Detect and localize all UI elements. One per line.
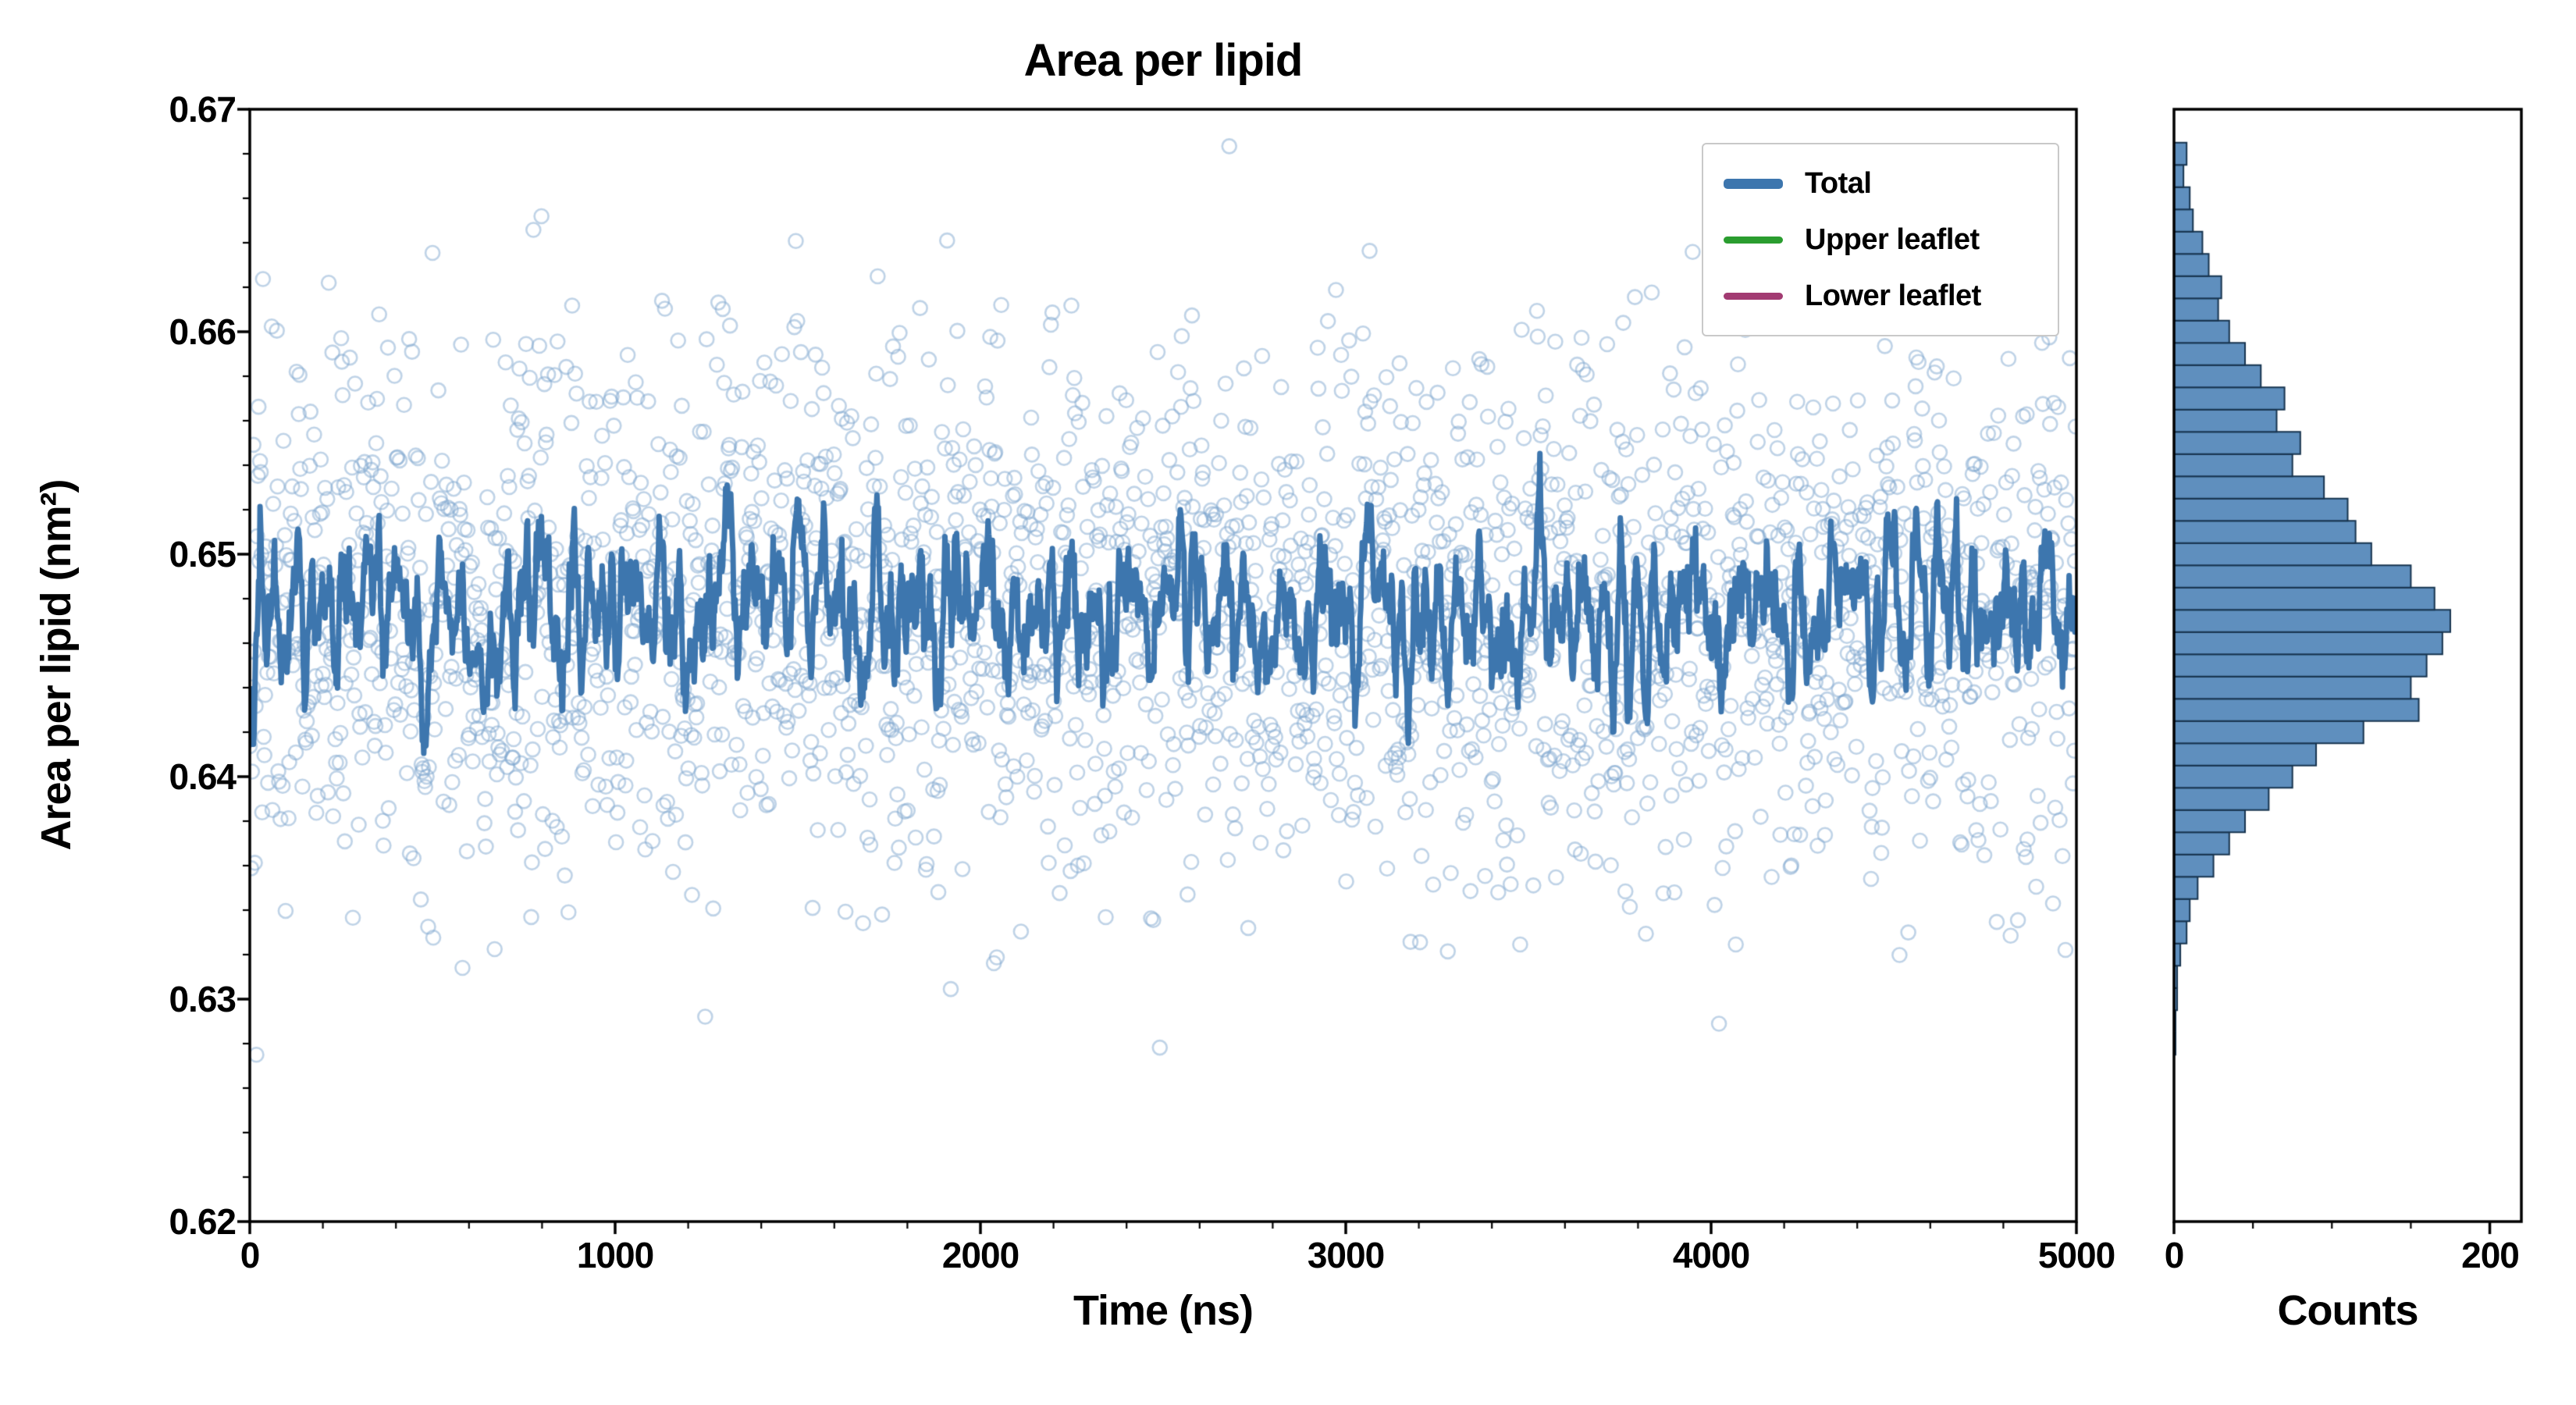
hist-x-tick-label: 200 [2461, 1235, 2520, 1275]
legend-entry-total: Total [1724, 155, 2037, 212]
legend-line-swatch-upper-leaflet [1724, 236, 1783, 244]
x-tick-label: 3000 [1307, 1235, 1385, 1275]
x-tick-label: 0 [240, 1235, 261, 1275]
y-axis-label: Area per lipid (nm²) [33, 479, 80, 851]
x-tick-label: 5000 [2037, 1235, 2115, 1275]
legend-label-lower-leaflet: Lower leaflet [1805, 279, 1981, 312]
y-tick-label: 0.63 [169, 979, 237, 1019]
chart-title: Area per lipid [1023, 35, 1304, 86]
x-tick-label: 2000 [941, 1235, 1019, 1275]
legend-entry-upper-leaflet: Upper leaflet [1724, 212, 2037, 268]
x-tick-label: 4000 [1672, 1235, 1750, 1275]
y-tick-label: 0.62 [169, 1201, 237, 1242]
legend-label-total: Total [1805, 166, 1872, 200]
y-tick-label: 0.64 [169, 756, 237, 797]
x-tick-label: 1000 [576, 1235, 654, 1275]
y-tick-label: 0.65 [169, 534, 237, 574]
legend-line-swatch-lower-leaflet [1724, 292, 1783, 300]
hist-x-axis-label: Counts [2277, 1287, 2419, 1334]
y-tick-label: 0.66 [169, 311, 237, 352]
legend-label-upper-leaflet: Upper leaflet [1805, 222, 1980, 256]
legend-entry-lower-leaflet: Lower leaflet [1724, 268, 2037, 324]
legend: Total Upper leaflet Lower leaflet [1702, 143, 2059, 336]
hist-x-tick-label: 0 [2164, 1235, 2185, 1275]
legend-line-swatch-total [1724, 178, 1783, 189]
x-axis-label: Time (ns) [1073, 1287, 1254, 1334]
y-tick-label: 0.67 [169, 89, 237, 130]
